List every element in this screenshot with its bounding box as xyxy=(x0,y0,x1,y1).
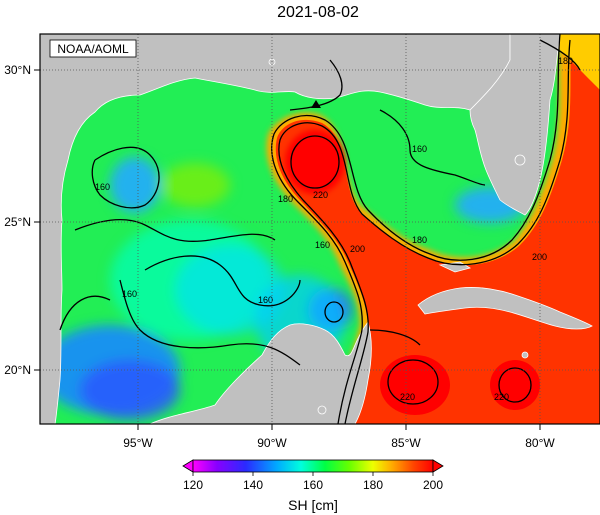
contour-label: 160 xyxy=(122,289,137,299)
lon-tick-label: 95°W xyxy=(123,436,153,450)
contour-labels: 160 160 160 160 160 180 180 180 200 200 … xyxy=(95,56,573,402)
contour-200-loop xyxy=(278,39,571,424)
lat-tick-label: 25°N xyxy=(4,215,31,229)
colorbar-ramp xyxy=(192,459,434,473)
map-plot-area: 160 160 160 160 160 180 180 180 200 200 … xyxy=(40,34,600,424)
colorbar-tick-label: 140 xyxy=(243,478,263,492)
lon-tick-label: 80°W xyxy=(525,436,555,450)
contour-label: 180 xyxy=(412,235,427,245)
contour-160-north xyxy=(289,59,343,111)
colorbar-tick-label: 160 xyxy=(303,478,323,492)
colorbar-max-extend xyxy=(432,459,444,473)
land-florida xyxy=(469,34,561,216)
field-shading xyxy=(40,37,550,420)
land-usa xyxy=(40,34,511,424)
contour-160-sw xyxy=(59,295,111,331)
credit-box xyxy=(49,39,137,58)
colorbar-min-extend xyxy=(182,459,194,473)
contour-label: 180 xyxy=(278,194,293,204)
lat-tick-label: 30°N xyxy=(4,63,31,77)
contour-160-west-d xyxy=(119,279,301,366)
land-cuba xyxy=(417,287,593,330)
lon-tick-label: 85°W xyxy=(391,436,421,450)
contour-label: 200 xyxy=(350,244,365,254)
contour-160-west-b xyxy=(91,146,160,209)
colorbar: 120 140 160 180 200 SH [cm] xyxy=(182,459,444,513)
lat-tick-label: 20°N xyxy=(4,363,31,377)
contour-220-caribbean-a xyxy=(387,359,439,405)
contour-200-south xyxy=(369,329,421,346)
contour-160-east xyxy=(379,109,486,186)
plot-frame xyxy=(39,33,600,425)
contour-180-loop xyxy=(271,34,561,424)
contour-220-eddy xyxy=(290,135,340,189)
land-yucatan xyxy=(40,321,372,424)
contour-label: 160 xyxy=(258,295,273,305)
credit-label: NOAA/AOML xyxy=(57,42,129,56)
contour-label: 220 xyxy=(313,190,328,200)
triangle-marker-icon xyxy=(311,100,321,108)
contour-160-west-c xyxy=(144,255,301,307)
contour-label: 160 xyxy=(95,182,110,192)
lat-tick-labels: 30°N 25°N 20°N xyxy=(4,63,31,377)
graticule xyxy=(40,34,600,424)
lon-tick-labels: 95°W 90°W 85°W 80°W xyxy=(123,436,555,450)
tick-marks xyxy=(34,69,541,430)
colorbar-tick-label: 120 xyxy=(183,478,203,492)
contour-160-west-a xyxy=(74,218,276,242)
contour-label: 180 xyxy=(558,56,573,66)
land-masses xyxy=(40,34,593,424)
colorbar-label: SH [cm] xyxy=(288,497,338,513)
contour-180-nw-florida xyxy=(539,39,581,71)
contour-label: 220 xyxy=(400,392,415,402)
contour-label: 200 xyxy=(532,252,547,262)
contour-lines xyxy=(59,34,581,424)
colorbar-tick-label: 180 xyxy=(363,478,383,492)
figure-title: 2021-08-02 xyxy=(277,4,359,21)
contour-label: 220 xyxy=(494,392,509,402)
colorbar-tick-label: 200 xyxy=(423,478,443,492)
contour-220-caribbean-b xyxy=(498,367,532,403)
contour-label: 160 xyxy=(412,144,427,154)
contour-label: 160 xyxy=(315,240,330,250)
contour-blue-eddy xyxy=(324,301,344,323)
lon-tick-label: 90°W xyxy=(257,436,287,450)
